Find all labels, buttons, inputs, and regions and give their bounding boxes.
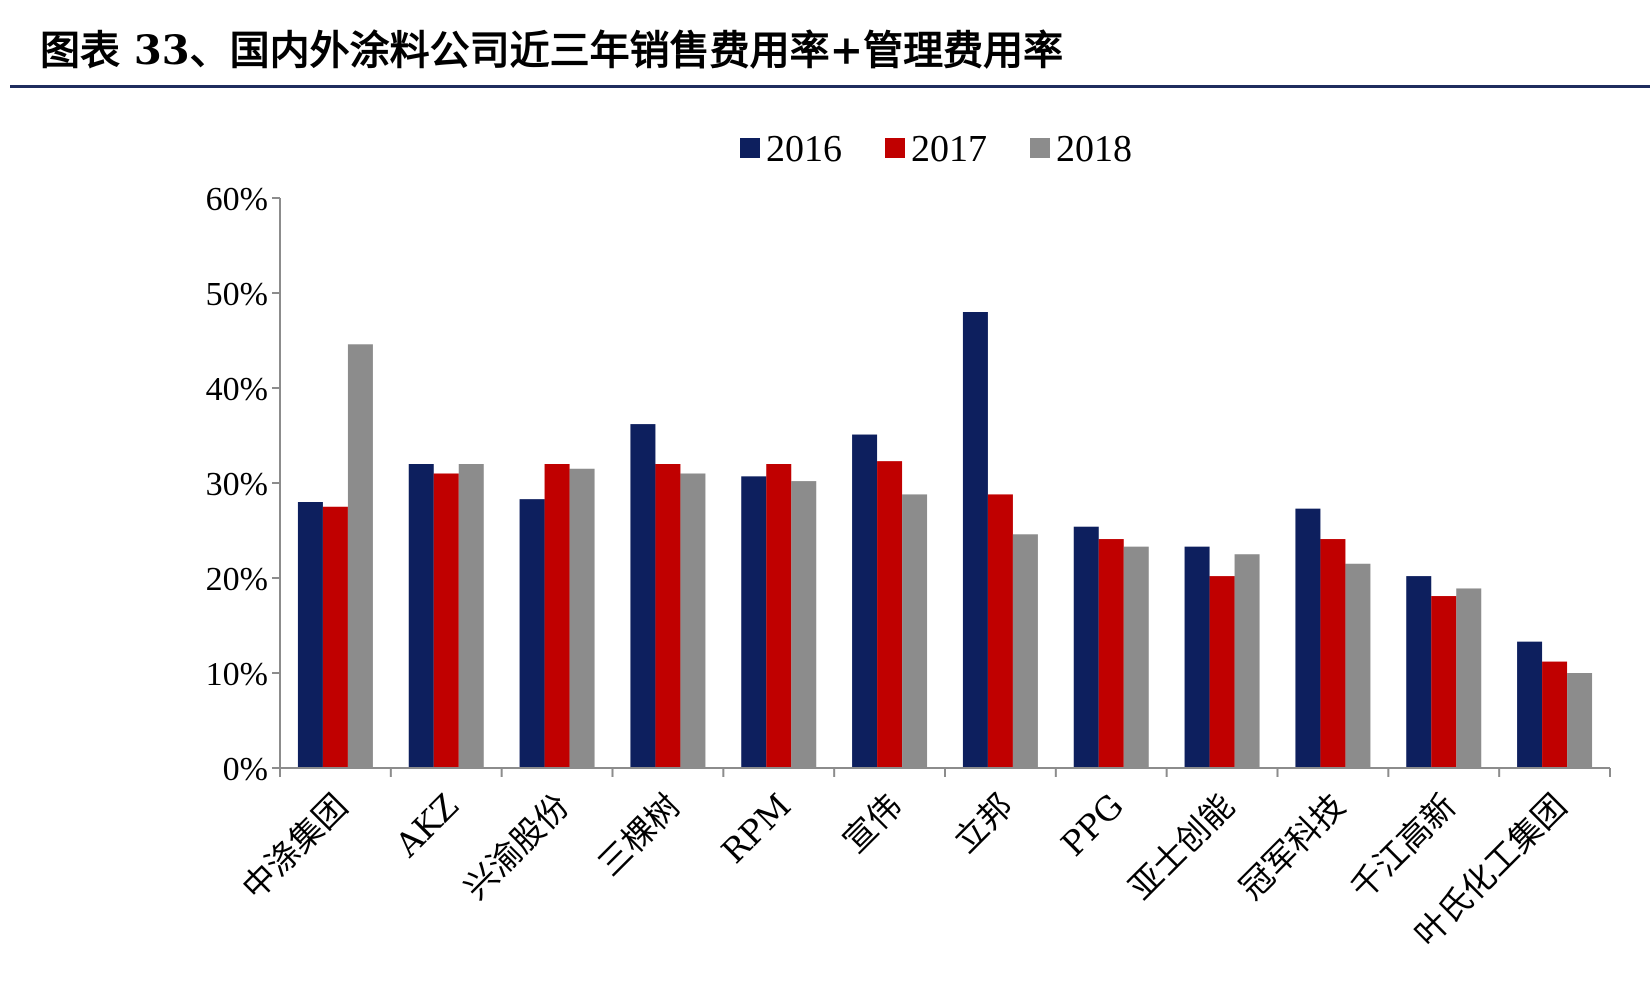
bar-2016-6 (962, 312, 988, 768)
bar-2017-5 (877, 461, 903, 768)
title-rule (10, 85, 1650, 88)
x-category-label: RPM (714, 786, 799, 871)
chart-legend: 2016 2017 2018 (740, 128, 1132, 170)
x-category-label: PPG (1053, 786, 1131, 864)
bar-2016-7 (1073, 526, 1099, 768)
bar-2018-9 (1345, 563, 1371, 768)
y-tick-label: 40% (206, 371, 268, 408)
bar-2016-10 (1406, 576, 1432, 768)
y-tick-label: 50% (206, 276, 268, 313)
bar-2017-10 (1431, 596, 1457, 768)
page-title: 图表 33、国内外涂料公司近三年销售费用率+管理费用率 (40, 27, 1064, 74)
bar-2017-1 (433, 473, 459, 768)
chart-bars (297, 312, 1593, 768)
bar-2018-5 (902, 494, 928, 768)
bar-2017-11 (1542, 661, 1568, 768)
legend-swatch-2018 (1030, 138, 1050, 158)
bar-2017-2 (544, 464, 570, 768)
bar-2017-0 (322, 506, 348, 768)
y-tick-label: 10% (206, 656, 268, 693)
bar-2018-4 (791, 481, 817, 768)
chart-axes (272, 197, 1611, 777)
bar-2017-3 (655, 464, 681, 768)
bar-2016-4 (741, 476, 767, 768)
y-axis-tick-labels: 0% 10% 20% 30% 40% 50% 60% (206, 181, 268, 788)
y-tick-label: 60% (206, 181, 268, 218)
x-category-label: 三棵树 (590, 786, 688, 884)
legend-label-2016: 2016 (766, 128, 842, 170)
bar-2018-1 (458, 464, 484, 768)
bar-2017-9 (1320, 539, 1346, 768)
bar-2016-8 (1184, 546, 1210, 768)
bar-2016-2 (519, 499, 545, 768)
legend-swatch-2016 (740, 138, 760, 158)
bar-2018-11 (1567, 673, 1593, 768)
bar-2016-9 (1295, 508, 1321, 768)
bar-2016-1 (408, 464, 434, 768)
legend-swatch-2017 (885, 138, 905, 158)
bar-2016-0 (297, 502, 323, 768)
bar-2017-6 (987, 494, 1013, 768)
x-category-label: 立邦 (946, 786, 1020, 860)
bar-2016-5 (852, 434, 878, 768)
bar-2016-11 (1517, 641, 1543, 768)
x-category-label: 中涤集团 (234, 786, 355, 907)
bar-2018-10 (1456, 588, 1482, 768)
y-tick-label: 30% (206, 466, 268, 503)
y-tick-label: 0% (223, 751, 268, 788)
bar-2018-0 (347, 344, 373, 768)
x-category-label: 亚士创能 (1121, 786, 1242, 907)
x-category-label: 冠军科技 (1232, 786, 1353, 907)
x-category-label: 宣伟 (835, 786, 909, 860)
bar-2017-8 (1209, 576, 1235, 768)
bar-2018-8 (1234, 554, 1260, 768)
y-tick-label: 20% (206, 561, 268, 598)
x-category-label: 兴渝股份 (456, 786, 577, 907)
bar-2017-7 (1098, 539, 1124, 768)
x-category-label: AKZ (387, 786, 466, 865)
bar-2016-3 (630, 424, 656, 768)
bar-2018-3 (680, 473, 706, 768)
bar-2017-4 (766, 464, 792, 768)
bar-2018-2 (569, 468, 595, 768)
legend-label-2017: 2017 (911, 128, 987, 170)
legend-label-2018: 2018 (1056, 128, 1132, 170)
bar-2018-6 (1012, 534, 1038, 768)
bar-2018-7 (1123, 546, 1149, 768)
